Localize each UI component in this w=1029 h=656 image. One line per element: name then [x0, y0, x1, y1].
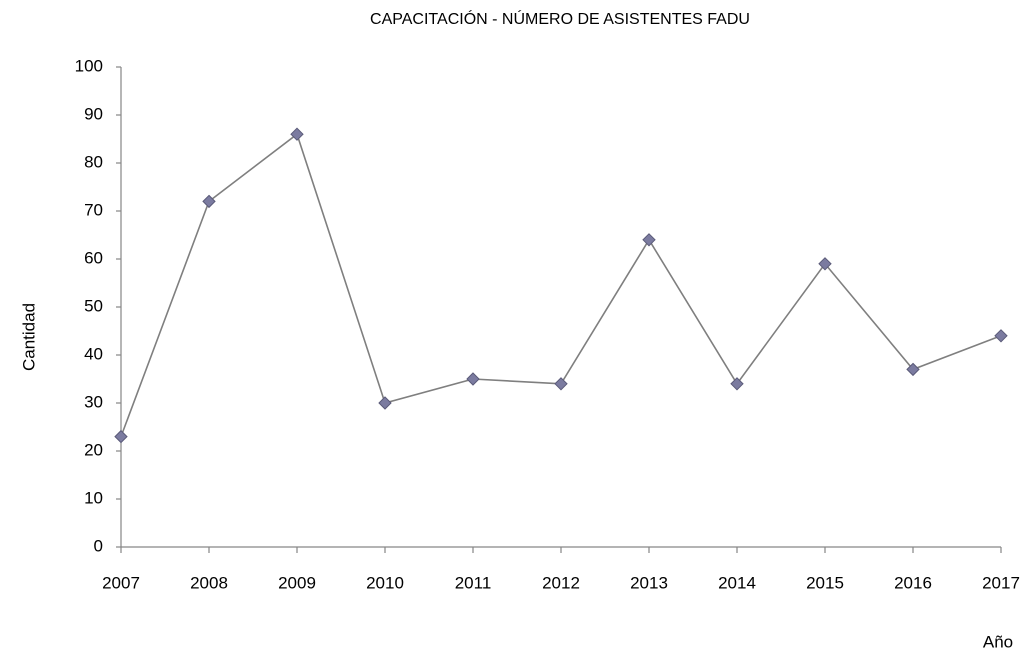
- x-tick-label: 2007: [102, 573, 140, 592]
- x-tick-label: 2014: [718, 573, 756, 592]
- y-tick-label: 90: [84, 104, 103, 123]
- y-tick-label: 10: [84, 488, 103, 507]
- y-tick-label: 40: [84, 344, 103, 363]
- series-line: [120, 132, 1002, 437]
- y-tick-label: 20: [84, 440, 103, 459]
- x-tick-label: 2015: [806, 573, 844, 592]
- y-tick-label: 50: [84, 296, 103, 315]
- chart-title: CAPACITACIÓN - NÚMERO DE ASISTENTES FADU: [370, 9, 750, 28]
- marker: [290, 127, 304, 141]
- x-axis-label: Año: [983, 632, 1013, 651]
- y-tick-label: 0: [94, 536, 103, 555]
- x-tick-label: 2009: [278, 573, 316, 592]
- marker: [906, 362, 920, 377]
- y-axis-label: Cantidad: [19, 303, 38, 371]
- y-tick-label: 100: [75, 56, 103, 75]
- marker: [554, 377, 568, 391]
- marker: [378, 396, 392, 410]
- y-tick-label: 30: [84, 392, 103, 411]
- marker: [994, 329, 1008, 343]
- x-tick-label: 2010: [366, 573, 404, 592]
- x-tick-label: 2013: [630, 573, 668, 592]
- marker: [114, 429, 128, 444]
- marker: [466, 372, 480, 386]
- x-tick-label: 2017: [982, 573, 1020, 592]
- marker: [730, 377, 744, 391]
- x-tick-label: 2008: [190, 573, 228, 592]
- x-tick-label: 2016: [894, 573, 932, 592]
- marker: [202, 194, 216, 209]
- y-tick-label: 80: [84, 152, 103, 171]
- y-tick-label: 60: [84, 248, 103, 267]
- marker: [818, 257, 832, 271]
- x-tick-label: 2012: [542, 573, 580, 592]
- marker: [642, 233, 656, 247]
- y-tick-label: 70: [84, 200, 103, 219]
- x-tick-label: 2011: [455, 573, 492, 592]
